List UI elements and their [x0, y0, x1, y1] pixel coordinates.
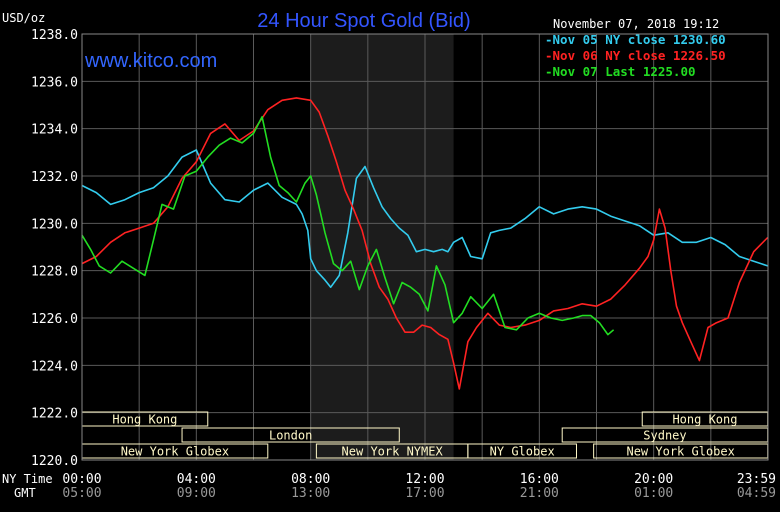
y-tick-label: 1224.0: [31, 359, 78, 374]
shaded-region: [310, 34, 454, 460]
y-tick-label: 1220.0: [31, 454, 78, 469]
session-label: Hong Kong: [672, 413, 737, 427]
series-line: [81, 149, 768, 289]
legend-entry: -Nov 07 Last 1225.00: [545, 64, 696, 79]
gmt-label: GMT: [14, 486, 36, 500]
legend-entry: -Nov 06 NY close 1226.50: [545, 48, 726, 63]
session-label: Hong Kong: [112, 413, 177, 427]
y-tick-label: 1238.0: [31, 28, 78, 43]
x-tick-label-ny: 08:00: [291, 472, 330, 487]
x-tick-label-gmt: 17:00: [405, 486, 444, 501]
x-tick-label-ny: 20:00: [634, 472, 673, 487]
market-sessions: Hong Kong Hong Kong London Sydney New York G…: [81, 411, 769, 459]
y-tick-label: 1222.0: [31, 407, 78, 422]
x-tick-label-gmt: 05:00: [62, 486, 101, 501]
x-tick-label-gmt: 09:00: [177, 486, 216, 501]
y-tick-label: 1228.0: [31, 265, 78, 280]
x-tick-label-ny: 16:00: [520, 472, 559, 487]
series-line: [81, 116, 615, 336]
x-tick-label-gmt: 04:59: [737, 486, 776, 501]
y-axis-unit: USD/oz: [2, 11, 45, 25]
y-axis-ticks: 1238.0 1236.0 1234.0 1232.0 1230.0 1228.0 1226…: [31, 28, 78, 469]
session-label: Sydney: [643, 429, 686, 443]
ny-time-label: NY Time: [2, 472, 53, 486]
chart-timestamp: November 07, 2018 19:12: [553, 17, 719, 31]
y-tick-label: 1232.0: [31, 170, 78, 185]
session-label: London: [269, 429, 312, 443]
y-tick-label: 1226.0: [31, 312, 78, 327]
session-label: New York Globex: [626, 445, 734, 459]
website-watermark[interactable]: www.kitco.com: [84, 50, 217, 72]
session-box: [181, 427, 400, 443]
x-tick-label-ny: 23:59: [737, 472, 776, 487]
x-tick-label-gmt: 13:00: [291, 486, 330, 501]
y-tick-label: 1236.0: [31, 75, 78, 90]
x-tick-label-ny: 00:00: [62, 472, 101, 487]
price-series: [81, 97, 769, 390]
x-tick-label-ny: 04:00: [177, 472, 216, 487]
y-tick-label: 1230.0: [31, 217, 78, 232]
shaded-session-area: [310, 34, 454, 460]
y-tick-label: 1234.0: [31, 123, 78, 138]
plot-border: [81, 33, 769, 461]
chart-title: 24 Hour Spot Gold (Bid): [257, 10, 470, 32]
x-axis-ticks: 00:00 04:00 08:00 12:00 16:00 20:00 23:59 05:00…: [62, 472, 776, 501]
legend: -Nov 05 NY close 1230.60-Nov 06 NY close…: [545, 32, 726, 79]
series-line: [81, 97, 769, 390]
legend-entry: -Nov 05 NY close 1230.60: [545, 32, 726, 47]
x-tick-label-gmt: 21:00: [520, 486, 559, 501]
session-label: New York NYMEX: [342, 445, 444, 459]
x-tick-label-ny: 12:00: [405, 472, 444, 487]
x-tick-label-gmt: 01:00: [634, 486, 673, 501]
session-label: New York Globex: [121, 445, 229, 459]
session-label: NY Globex: [490, 445, 555, 459]
session-box: [467, 443, 577, 459]
